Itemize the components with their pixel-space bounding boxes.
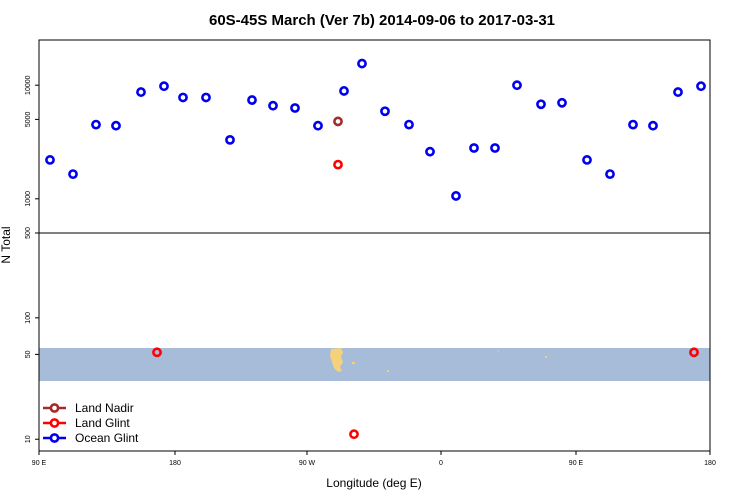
data-point-ocean-glint	[696, 81, 706, 92]
y-tick-label: 1000	[25, 191, 32, 207]
data-point-ocean-glint	[404, 119, 414, 130]
y-tick-label: 500	[25, 227, 32, 239]
data-point-ocean-glint	[68, 169, 78, 179]
legend-marker	[49, 403, 60, 413]
map-band-ocean	[39, 348, 710, 381]
data-point-ocean-glint	[490, 143, 500, 153]
x-axis: 90 E 180 90 W 0 90 E 180	[32, 451, 716, 467]
data-point-ocean-glint	[673, 87, 683, 97]
data-point-ocean-glint	[136, 87, 146, 97]
x-tick-label: 90 E	[569, 460, 584, 467]
x-tick-label: 90 W	[299, 460, 316, 467]
legend-label: Land Nadir	[75, 401, 134, 415]
x-tick-label: 180	[169, 460, 181, 467]
data-point-ocean-glint	[111, 120, 121, 131]
land-island	[498, 351, 499, 352]
data-point-land-glint	[152, 347, 162, 358]
data-point-ocean-glint	[536, 99, 546, 110]
data-point-ocean-glint	[582, 155, 592, 165]
data-point-ocean-glint	[648, 120, 658, 131]
legend-marker	[49, 418, 60, 428]
data-point-ocean-glint	[605, 169, 615, 179]
land-south-america-tip	[330, 348, 343, 372]
data-point-ocean-glint	[91, 119, 101, 130]
data-point-ocean-glint	[339, 86, 349, 96]
map-band	[39, 348, 710, 381]
x-tick-label: 90 E	[32, 460, 47, 467]
legend-label: Ocean Glint	[75, 431, 139, 445]
y-tick-label: 10000	[25, 75, 32, 95]
data-point-ocean-glint	[201, 92, 211, 103]
y-tick-label: 5000	[25, 112, 32, 128]
data-point-ocean-glint	[290, 103, 300, 113]
data-point-ocean-glint	[268, 100, 278, 111]
data-point-land-nadir	[333, 116, 343, 127]
data-point-land-glint	[349, 429, 359, 440]
data-point-ocean-glint	[512, 80, 522, 91]
data-point-ocean-glint	[225, 135, 235, 145]
data-point-ocean-glint	[178, 92, 188, 103]
chart-title: 60S-45S March (Ver 7b) 2014-09-06 to 201…	[209, 12, 555, 29]
data-point-ocean-glint	[247, 95, 257, 105]
y-tick-label: 50	[25, 350, 32, 358]
plot-frame	[38, 39, 711, 452]
data-points	[45, 58, 706, 440]
land-island	[545, 356, 547, 358]
data-point-ocean-glint	[469, 143, 479, 153]
land-falklands	[352, 362, 355, 364]
plot-border	[38, 39, 711, 452]
data-point-ocean-glint	[380, 106, 390, 117]
legend-marker	[49, 433, 60, 443]
data-point-ocean-glint	[425, 146, 435, 157]
data-point-ocean-glint	[451, 191, 461, 201]
data-point-ocean-glint	[357, 58, 367, 69]
y-tick-label: 100	[25, 312, 32, 324]
data-point-ocean-glint	[557, 97, 567, 108]
legend-label: Land Glint	[75, 416, 130, 430]
x-tick-label: 0	[439, 460, 443, 467]
land-island	[387, 370, 389, 372]
y-axis-label: N Total	[0, 226, 13, 263]
data-point-land-glint	[333, 159, 343, 170]
data-point-land-glint	[689, 347, 699, 358]
y-axis: 10 50 100 500 1000 5000 10000	[25, 75, 39, 443]
data-point-ocean-glint	[628, 119, 638, 130]
x-axis-label: Longitude (deg E)	[326, 476, 421, 490]
data-point-ocean-glint	[45, 155, 55, 165]
data-point-ocean-glint	[313, 120, 323, 131]
data-point-ocean-glint	[159, 81, 169, 92]
x-tick-label: 180	[704, 460, 716, 467]
y-tick-label: 10	[25, 435, 32, 443]
